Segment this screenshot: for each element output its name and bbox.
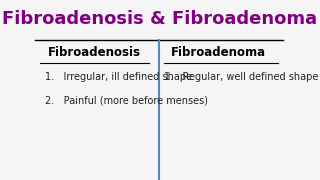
Text: Fibroadenosis & Fibroadenoma: Fibroadenosis & Fibroadenoma (2, 10, 317, 28)
Text: Fibroadenoma: Fibroadenoma (171, 46, 266, 59)
Text: 1.   Irregular, ill defined shape: 1. Irregular, ill defined shape (45, 72, 192, 82)
Text: Fibroadenosis: Fibroadenosis (48, 46, 141, 59)
Text: 2.   Painful (more before menses): 2. Painful (more before menses) (45, 95, 208, 105)
Text: 1.   Regular, well defined shape: 1. Regular, well defined shape (164, 72, 318, 82)
